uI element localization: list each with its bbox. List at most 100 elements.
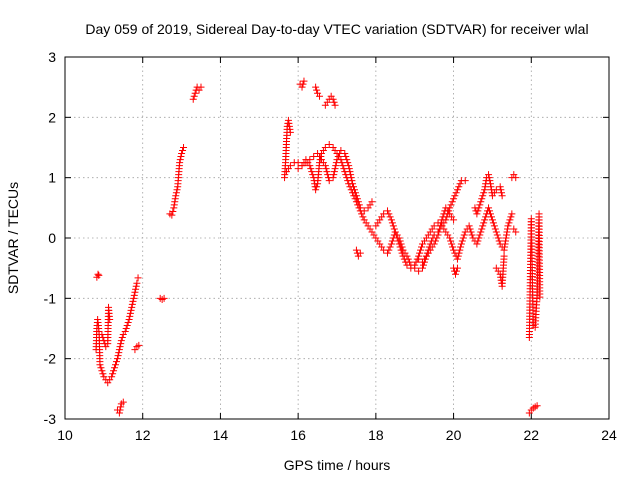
- x-tick-label: 24: [601, 427, 617, 443]
- data-point-fill: [96, 358, 104, 366]
- data-point: [368, 228, 376, 236]
- data-point-fill: [394, 237, 402, 245]
- data-point-fill: [192, 86, 200, 94]
- data-point: [100, 373, 108, 381]
- data-point: [387, 216, 395, 224]
- x-tick-label: 22: [523, 427, 539, 443]
- data-point: [321, 101, 329, 109]
- data-point-fill: [475, 204, 483, 212]
- data-point: [510, 171, 518, 179]
- data-point: [331, 101, 339, 109]
- data-point-fill: [476, 201, 484, 209]
- data-point-fill: [132, 285, 140, 293]
- data-point-fill: [366, 225, 374, 233]
- data-point-fill: [416, 249, 424, 257]
- data-point-fill: [116, 343, 124, 351]
- data-point-fill: [324, 171, 332, 179]
- data-point-fill: [282, 140, 290, 148]
- data-point: [314, 89, 322, 97]
- data-point-fill: [286, 125, 294, 133]
- data-point: [349, 180, 357, 188]
- data-point-fill: [114, 352, 122, 360]
- data-point: [131, 346, 139, 354]
- data-point: [364, 222, 372, 230]
- data-point-fill: [393, 234, 401, 242]
- data-point-fill: [476, 231, 484, 239]
- y-tick-label: 0: [48, 230, 56, 246]
- data-point-fill: [459, 234, 467, 242]
- data-point-fill: [397, 246, 405, 254]
- data-point-fill: [378, 243, 386, 251]
- data-point-fill: [452, 189, 460, 197]
- data-point: [312, 83, 320, 91]
- data-point: [407, 264, 415, 272]
- data-point-fill: [347, 174, 355, 182]
- data-point-fill: [419, 261, 427, 269]
- data-point: [98, 331, 106, 339]
- data-point-fill: [449, 243, 457, 251]
- data-point: [533, 402, 541, 410]
- data-point-fill: [474, 207, 482, 215]
- data-point-fill: [359, 213, 367, 221]
- data-point: [160, 294, 168, 302]
- data-point: [354, 252, 362, 260]
- data-point-fill: [386, 243, 394, 251]
- data-point-fill: [388, 219, 396, 227]
- data-point: [510, 225, 518, 233]
- data-point-fill: [485, 174, 493, 182]
- data-point: [418, 240, 426, 248]
- data-point-fill: [94, 318, 102, 326]
- data-point: [488, 216, 496, 224]
- x-tick-label: 18: [368, 427, 384, 443]
- data-point-fill: [478, 225, 486, 233]
- data-point-fill: [497, 189, 505, 197]
- data-point-fill: [389, 222, 397, 230]
- data-point-fill: [130, 291, 138, 299]
- data-point-fill: [490, 189, 498, 197]
- x-tick-label: 10: [57, 427, 73, 443]
- data-point: [327, 92, 335, 100]
- data-point: [485, 171, 493, 179]
- data-point-fill: [385, 210, 393, 218]
- data-point: [360, 216, 368, 224]
- data-point-fill: [437, 219, 445, 227]
- data-point: [337, 147, 345, 155]
- data-point-fill: [431, 237, 439, 245]
- data-point-fill: [420, 237, 428, 245]
- data-point: [323, 98, 331, 106]
- data-point: [376, 240, 384, 248]
- data-point-fill: [330, 98, 338, 106]
- data-point: [512, 174, 520, 182]
- data-point-fill: [101, 340, 109, 348]
- data-point: [321, 144, 329, 151]
- data-point: [112, 361, 120, 369]
- data-point-fill: [105, 312, 113, 320]
- data-point: [496, 183, 504, 191]
- y-axis-label: SDTVAR / TECUs: [5, 182, 21, 294]
- data-point-fill: [95, 328, 103, 336]
- data-point: [450, 195, 458, 203]
- data-point-fill: [334, 153, 342, 161]
- data-point-fill: [126, 309, 134, 317]
- data-point-fill: [175, 162, 183, 170]
- data-point-fill: [448, 213, 456, 221]
- data-point: [134, 274, 142, 282]
- data-point-fill: [495, 237, 503, 245]
- data-point-fill: [346, 168, 354, 176]
- data-point-fill: [385, 246, 393, 254]
- data-point-fill: [489, 219, 497, 227]
- data-point-fill: [490, 222, 498, 230]
- data-point-fill: [284, 165, 292, 173]
- data-point-fill: [418, 243, 426, 251]
- data-point: [372, 234, 380, 242]
- data-point-fill: [374, 237, 382, 245]
- data-point-fill: [132, 282, 140, 290]
- data-point: [453, 255, 461, 263]
- data-point-fill: [345, 165, 353, 173]
- data-point-fill: [323, 168, 331, 176]
- data-point-fill: [444, 207, 452, 215]
- data-point-fill: [324, 174, 332, 182]
- data-point: [473, 210, 481, 218]
- data-point: [452, 270, 460, 278]
